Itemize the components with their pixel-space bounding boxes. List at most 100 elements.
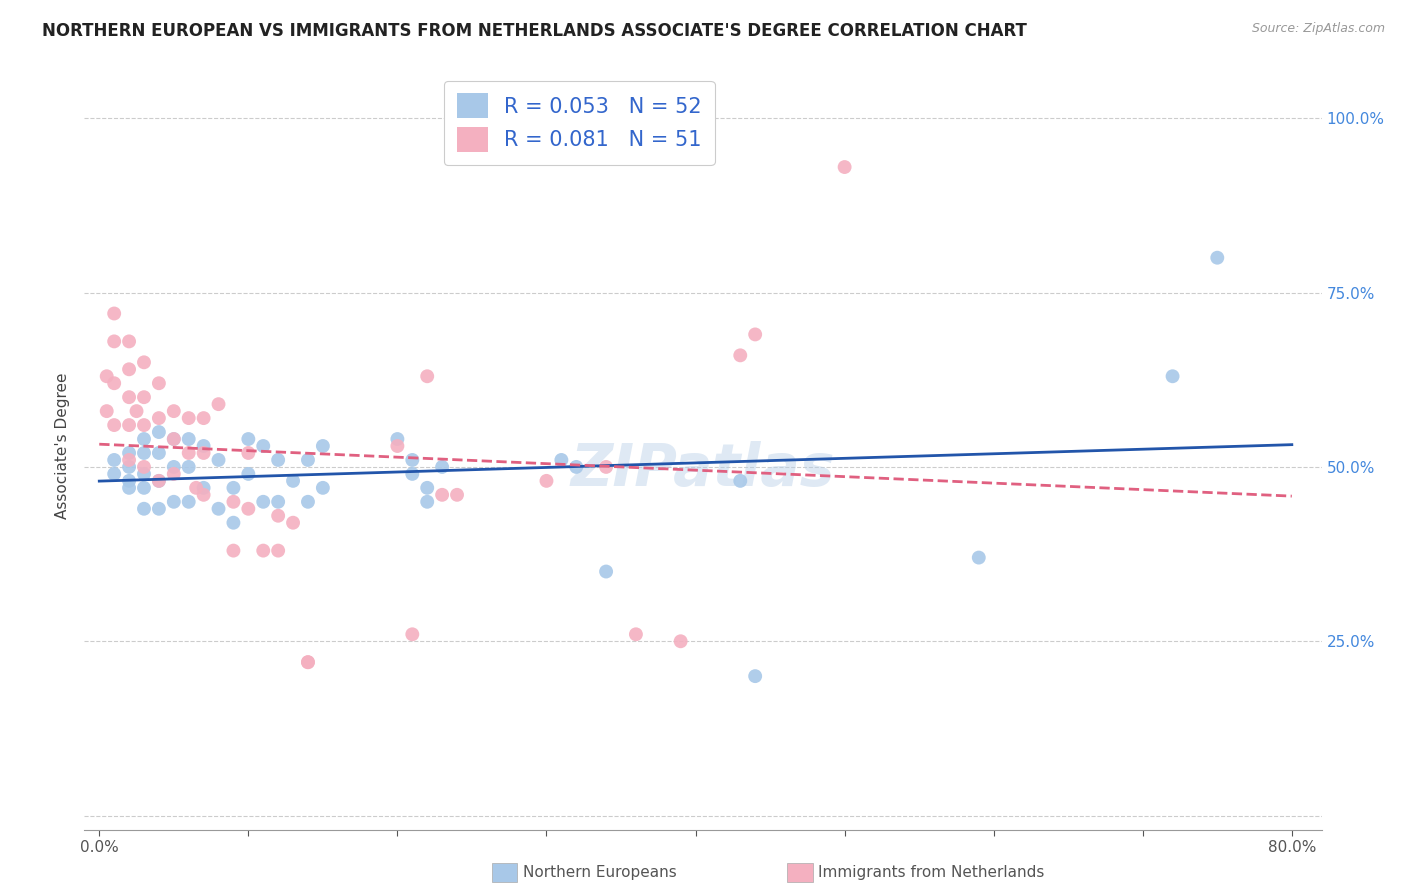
Point bbox=[163, 467, 186, 481]
Point bbox=[177, 459, 200, 474]
Point bbox=[118, 362, 141, 376]
Text: NORTHERN EUROPEAN VS IMMIGRANTS FROM NETHERLANDS ASSOCIATE'S DEGREE CORRELATION : NORTHERN EUROPEAN VS IMMIGRANTS FROM NET… bbox=[42, 22, 1026, 40]
Point bbox=[730, 348, 752, 362]
Point bbox=[238, 501, 260, 516]
Point bbox=[118, 446, 141, 460]
Point bbox=[177, 446, 200, 460]
Point bbox=[252, 439, 274, 453]
Point bbox=[281, 474, 304, 488]
Point bbox=[238, 467, 260, 481]
Point bbox=[148, 474, 170, 488]
Point bbox=[595, 565, 617, 579]
Point bbox=[132, 390, 155, 404]
Point bbox=[148, 446, 170, 460]
Point bbox=[125, 404, 148, 418]
Point bbox=[163, 432, 186, 446]
Point bbox=[163, 432, 186, 446]
Y-axis label: Associate's Degree: Associate's Degree bbox=[55, 373, 70, 519]
Point bbox=[118, 334, 141, 349]
Point bbox=[387, 439, 409, 453]
Point bbox=[1206, 251, 1229, 265]
Point bbox=[297, 495, 319, 509]
Text: ZIPatlas: ZIPatlas bbox=[571, 441, 835, 498]
Point bbox=[730, 474, 752, 488]
Point bbox=[163, 404, 186, 418]
Point bbox=[297, 655, 319, 669]
Point bbox=[207, 397, 229, 411]
Point bbox=[177, 495, 200, 509]
Point bbox=[416, 369, 439, 384]
Point bbox=[446, 488, 468, 502]
Point bbox=[401, 627, 423, 641]
Point bbox=[222, 516, 245, 530]
Point bbox=[132, 355, 155, 369]
Point bbox=[267, 543, 290, 558]
Point bbox=[281, 516, 304, 530]
Point bbox=[744, 669, 766, 683]
Point bbox=[430, 459, 453, 474]
Point bbox=[132, 418, 155, 433]
Point bbox=[177, 411, 200, 425]
Point bbox=[148, 501, 170, 516]
Point bbox=[148, 474, 170, 488]
Point bbox=[103, 334, 125, 349]
Point bbox=[132, 432, 155, 446]
Point bbox=[416, 495, 439, 509]
Point bbox=[193, 439, 215, 453]
Point bbox=[834, 160, 856, 174]
Point bbox=[96, 404, 118, 418]
Point bbox=[177, 432, 200, 446]
Point bbox=[193, 488, 215, 502]
Point bbox=[118, 390, 141, 404]
Point bbox=[1161, 369, 1184, 384]
Point bbox=[193, 411, 215, 425]
Point bbox=[222, 481, 245, 495]
Point bbox=[132, 481, 155, 495]
Text: Source: ZipAtlas.com: Source: ZipAtlas.com bbox=[1251, 22, 1385, 36]
Point bbox=[401, 453, 423, 467]
Point bbox=[132, 459, 155, 474]
Point bbox=[148, 425, 170, 439]
Point bbox=[222, 495, 245, 509]
Point bbox=[595, 459, 617, 474]
Point bbox=[430, 488, 453, 502]
Point bbox=[186, 481, 208, 495]
Point bbox=[312, 439, 335, 453]
Point bbox=[297, 453, 319, 467]
Point bbox=[624, 627, 647, 641]
Point bbox=[118, 453, 141, 467]
Point bbox=[132, 501, 155, 516]
Point bbox=[387, 432, 409, 446]
Point bbox=[118, 459, 141, 474]
Point bbox=[401, 467, 423, 481]
Point bbox=[536, 474, 558, 488]
Point bbox=[103, 376, 125, 391]
Point bbox=[267, 495, 290, 509]
Point bbox=[252, 543, 274, 558]
Text: Northern Europeans: Northern Europeans bbox=[523, 865, 676, 880]
Point bbox=[103, 418, 125, 433]
Point bbox=[132, 446, 155, 460]
Point bbox=[103, 306, 125, 320]
Point bbox=[416, 481, 439, 495]
Point bbox=[967, 550, 990, 565]
Point bbox=[118, 418, 141, 433]
Point bbox=[193, 481, 215, 495]
Point bbox=[267, 508, 290, 523]
Point bbox=[252, 495, 274, 509]
Point bbox=[163, 459, 186, 474]
Point bbox=[103, 453, 125, 467]
Point bbox=[118, 481, 141, 495]
Point bbox=[669, 634, 692, 648]
Point bbox=[297, 655, 319, 669]
Point bbox=[207, 501, 229, 516]
Point bbox=[744, 327, 766, 342]
Point bbox=[132, 467, 155, 481]
Text: Immigrants from Netherlands: Immigrants from Netherlands bbox=[818, 865, 1045, 880]
Point bbox=[312, 481, 335, 495]
Point bbox=[118, 474, 141, 488]
Point bbox=[103, 467, 125, 481]
Point bbox=[238, 446, 260, 460]
Point bbox=[163, 495, 186, 509]
Point bbox=[193, 446, 215, 460]
